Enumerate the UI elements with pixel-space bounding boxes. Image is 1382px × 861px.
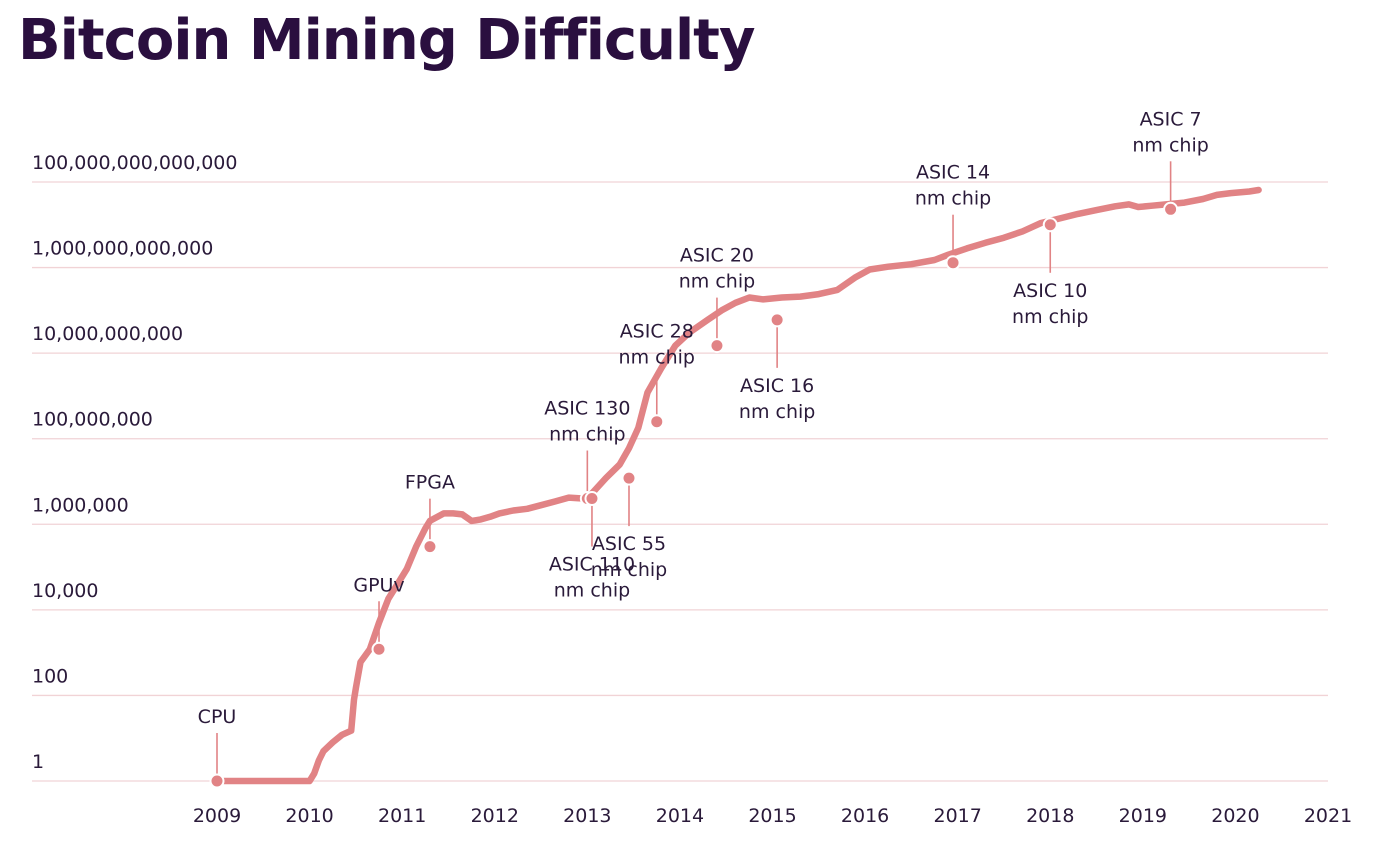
annotation-label: ASIC 10 <box>1013 280 1087 302</box>
annotation-marker <box>1042 217 1058 233</box>
y-tick-label: 100,000,000 <box>32 409 153 431</box>
x-tick-label: 2015 <box>748 805 796 827</box>
annotation: CPU <box>198 706 237 789</box>
y-tick-label: 1,000,000 <box>32 494 129 516</box>
annotation-marker <box>621 470 637 486</box>
annotation-label: nm chip <box>739 401 815 423</box>
x-tick-label: 2017 <box>933 805 981 827</box>
x-tick-label: 2009 <box>193 805 241 827</box>
x-tick-label: 2021 <box>1304 805 1352 827</box>
annotation: ASIC 110 nm chip <box>549 491 635 602</box>
x-tick-label: 2019 <box>1119 805 1167 827</box>
annotation-label: GPUv <box>353 574 404 596</box>
y-tick-label: 1 <box>32 751 44 773</box>
annotation: ASIC 28 nm chip <box>619 321 695 430</box>
x-tick-label: 2012 <box>471 805 519 827</box>
annotation: ASIC 7 nm chip <box>1132 108 1209 217</box>
annotation-label: ASIC 55 <box>592 533 666 555</box>
annotation-label: ASIC 130 <box>544 398 630 420</box>
annotation-label: ASIC 14 <box>916 162 990 184</box>
x-tick-label: 2016 <box>841 805 889 827</box>
annotation-marker <box>709 338 725 354</box>
y-tick-label: 100 <box>32 665 68 687</box>
series-line-0 <box>213 186 1262 785</box>
annotation: FPGA <box>405 472 455 555</box>
y-tick-label: 10,000 <box>32 580 98 602</box>
annotation-label: nm chip <box>591 559 667 581</box>
annotation-marker <box>945 255 961 271</box>
x-tick-label: 2011 <box>378 805 426 827</box>
annotation-label: nm chip <box>619 347 695 369</box>
annotation-marker <box>584 491 600 507</box>
chart-title: Bitcoin Mining Difficulty <box>18 8 755 73</box>
annotation-label: ASIC 16 <box>740 375 814 397</box>
annotation: ASIC 16 nm chip <box>739 312 815 423</box>
x-axis-ticks: 2009 2010 2011 2012 2013 2014 2015 2016 2017 2018… <box>193 805 1352 827</box>
annotation-label: CPU <box>198 706 237 728</box>
y-tick-label: 100,000,000,000,000 <box>32 152 237 174</box>
annotation-label: nm chip <box>549 424 625 446</box>
x-tick-label: 2014 <box>656 805 704 827</box>
annotation-marker <box>209 773 225 789</box>
x-tick-label: 2010 <box>285 805 333 827</box>
y-axis-ticks: 1 100 10,000 1,000,000 100,000,000 10,000,000… <box>32 152 237 773</box>
x-tick-label: 2018 <box>1026 805 1074 827</box>
annotation-label: FPGA <box>405 472 455 494</box>
y-tick-label: 10,000,000,000 <box>32 323 183 345</box>
annotation: ASIC 14 nm chip <box>915 162 991 271</box>
annotation-label: ASIC 110 <box>549 554 635 576</box>
annotation-marker <box>371 641 387 657</box>
annotation-marker <box>649 414 665 430</box>
annotation: ASIC 55 nm chip <box>591 470 667 581</box>
annotation-label: ASIC 7 <box>1140 108 1202 130</box>
annotation-label: nm chip <box>554 580 630 602</box>
y-tick-label: 1,000,000,000,000 <box>32 238 213 260</box>
annotation-label: nm chip <box>679 271 755 293</box>
annotation-marker <box>769 312 785 328</box>
annotation-marker <box>422 539 438 555</box>
x-tick-label: 2020 <box>1211 805 1259 827</box>
annotation: ASIC 20 nm chip <box>679 245 755 354</box>
annotation-marker <box>1163 201 1179 217</box>
annotation-label: ASIC 20 <box>680 245 754 267</box>
annotation: ASIC 130 nm chip <box>544 398 630 507</box>
annotation-label: nm chip <box>915 188 991 210</box>
annotation-label: nm chip <box>1012 306 1088 328</box>
annotation-label: nm chip <box>1132 134 1208 156</box>
annotation: GPUv <box>353 574 405 657</box>
series-line <box>213 186 1262 785</box>
annotation-label: ASIC 28 <box>620 321 694 343</box>
annotation: ASIC 10 nm chip <box>1012 217 1088 328</box>
x-tick-label: 2013 <box>563 805 611 827</box>
